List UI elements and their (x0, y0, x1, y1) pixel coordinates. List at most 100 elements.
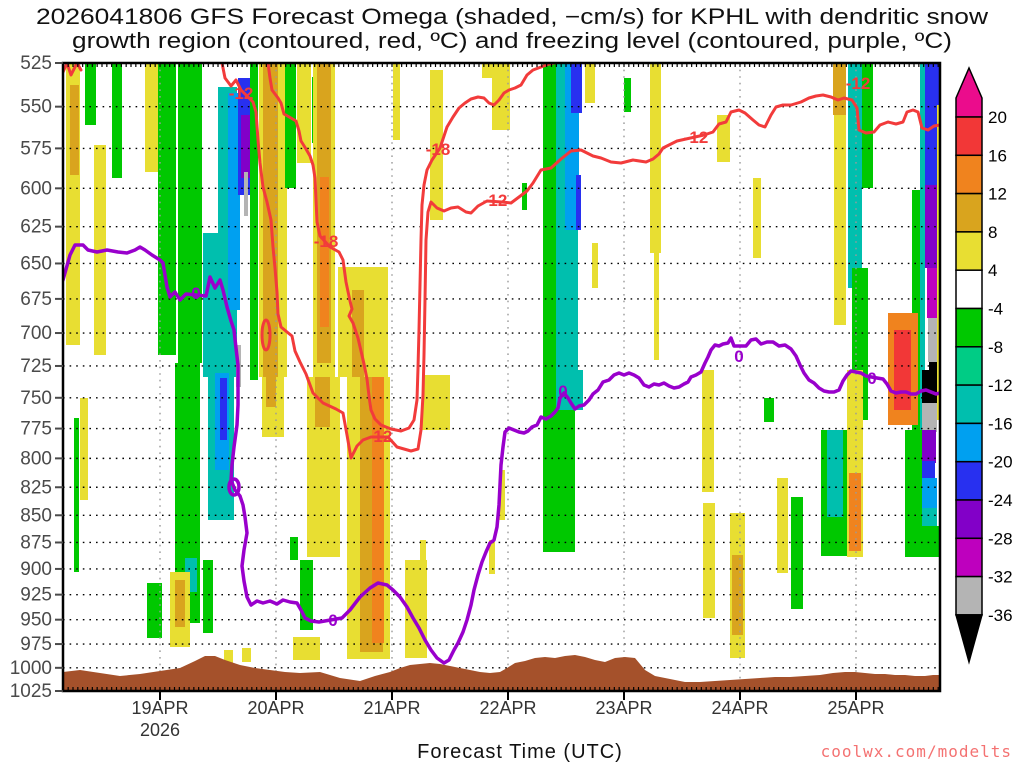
red-contour-line (266, 63, 556, 433)
contour-label: -12 (229, 84, 254, 103)
omega-shade-stripe (499, 470, 505, 520)
contour-labels: -12 -18 -12 -18 -12 -12 -12 0 0 0 0 0 (191, 74, 876, 630)
x-tick-label: 24APR (711, 698, 768, 718)
contour-label: 0 (867, 369, 876, 388)
omega-shade-stripe (624, 78, 631, 112)
omega-shade-stripe (250, 63, 258, 380)
plot-frame (61, 61, 942, 693)
y-tick-label: 550 (20, 97, 52, 118)
contour-label: -18 (426, 140, 451, 159)
omega-shade-stripe (175, 580, 185, 627)
omega-shade-stripe (224, 650, 233, 664)
y-tick-label: 675 (20, 289, 52, 310)
colorbar-segment (955, 384, 983, 425)
colorbar-segment (955, 422, 983, 463)
omega-shade-stripe (833, 63, 846, 115)
y-tick-label: 1025 (10, 681, 52, 702)
omega-shade-stripe (585, 63, 595, 103)
y-tick-label: 850 (20, 505, 52, 526)
colorbar-tick-label: -12 (988, 376, 1013, 395)
omega-shade-stripe (228, 93, 240, 310)
omega-shade-stripe (393, 63, 400, 140)
omega-shade-stripe (777, 478, 788, 573)
y-tick-label: 525 (20, 53, 52, 74)
omega-shade-stripe (921, 508, 937, 529)
contour-lines (63, 63, 940, 665)
purple-contour-line (63, 243, 940, 665)
omega-shade-stripe (372, 377, 384, 643)
y-tick-label: 775 (20, 419, 52, 440)
colorbar-tick-label: -28 (988, 529, 1013, 548)
omega-shade-stripe (920, 63, 925, 443)
terrain-fill (63, 655, 940, 691)
chart-title-line1: 2026041806 GFS Forecast Omega (shaded, −… (36, 4, 988, 29)
omega-shade-stripe (482, 63, 494, 78)
contour-closed-loop (227, 477, 241, 497)
omega-shade-stripe (703, 503, 715, 618)
omega-shade-stripe (522, 183, 527, 210)
omega-shade-stripe (422, 375, 450, 430)
colorbar-tick-label: 4 (988, 261, 997, 280)
omega-shade-stripe (702, 370, 714, 492)
colorbar-segment (955, 499, 983, 540)
colorbar-segment (955, 460, 983, 501)
contour-label: 0 (558, 382, 567, 401)
colorbar-segment (955, 307, 983, 348)
contour-label: -12 (846, 74, 871, 93)
y-tick-label: 725 (20, 356, 52, 377)
axes-ticks-and-labels: 525 550 575 600 625 650 675 700 725 750 775 800 825 8… (10, 53, 939, 740)
colorbar-segment (955, 154, 983, 195)
contour-closed-loop (260, 318, 272, 352)
omega-shade-stripe (147, 583, 162, 638)
colorbar-segment (955, 231, 983, 271)
colorbar-bottom-arrow (955, 614, 983, 665)
omega-shade-stripe (320, 177, 329, 327)
omega-shade-stripe (293, 637, 320, 660)
colorbar-tick-label: -36 (988, 606, 1013, 625)
omega-shade-stripe (203, 233, 220, 377)
omega-colorbar: 20 16 12 8 4 -4 -8 -12 -16 -20 -24 -28 -32 -36 (955, 66, 1013, 665)
omega-shade-stripe (178, 63, 202, 363)
omega-shade-stripe (70, 85, 79, 175)
chart-title-line2: growth region (contoured, red, ºC) and f… (72, 28, 952, 53)
x-tick-label: 22APR (479, 698, 536, 718)
y-tick-label: 950 (20, 610, 52, 631)
colorbar-tick-label: -4 (988, 300, 1003, 319)
x-axis-title: Forecast Time (UTC) (417, 741, 623, 763)
y-tick-label: 975 (20, 634, 52, 655)
omega-shade-stripe (290, 537, 298, 560)
contour-label: 0 (328, 611, 337, 630)
y-tick-label: 750 (20, 388, 52, 409)
omega-shade-stripe (905, 430, 922, 557)
x-tick-label: 23APR (595, 698, 652, 718)
omega-shade-stripe (592, 243, 598, 288)
colorbar-top-arrow (955, 66, 983, 118)
colorbar-tick-label: 20 (988, 108, 1007, 127)
colorbar-tick-label: 16 (988, 146, 1007, 165)
y-tick-label: 800 (20, 448, 52, 469)
omega-shade-stripe (922, 370, 938, 405)
contour-label: 0 (191, 284, 200, 303)
y-tick-label: 1000 (10, 658, 52, 679)
omega-shade-stripe (242, 648, 251, 662)
omega-shade-stripe (717, 115, 730, 162)
omega-shade-stripe (927, 268, 937, 318)
omega-shade-stripe (145, 63, 159, 172)
omega-shade-stripe (791, 497, 803, 609)
omega-shade-stripe (489, 540, 495, 574)
omega-shade-stripe (922, 461, 935, 481)
colorbar-segment (955, 192, 983, 233)
omega-shade-stripe (849, 473, 861, 551)
omega-shade-stripe (937, 105, 940, 420)
omega-shade-stripe (753, 178, 761, 258)
y-tick-label: 575 (20, 138, 52, 159)
y-tick-label: 600 (20, 178, 52, 199)
contour-label: -18 (314, 232, 339, 251)
omega-shade-stripe (764, 398, 774, 422)
watermark-link[interactable]: coolwx.com/modelts (821, 742, 1012, 761)
omega-shade-stripe (922, 403, 937, 432)
omega-shade-stripe (827, 430, 843, 517)
colorbar-tick-label: -16 (988, 414, 1013, 433)
contour-label: 0 (734, 347, 743, 366)
